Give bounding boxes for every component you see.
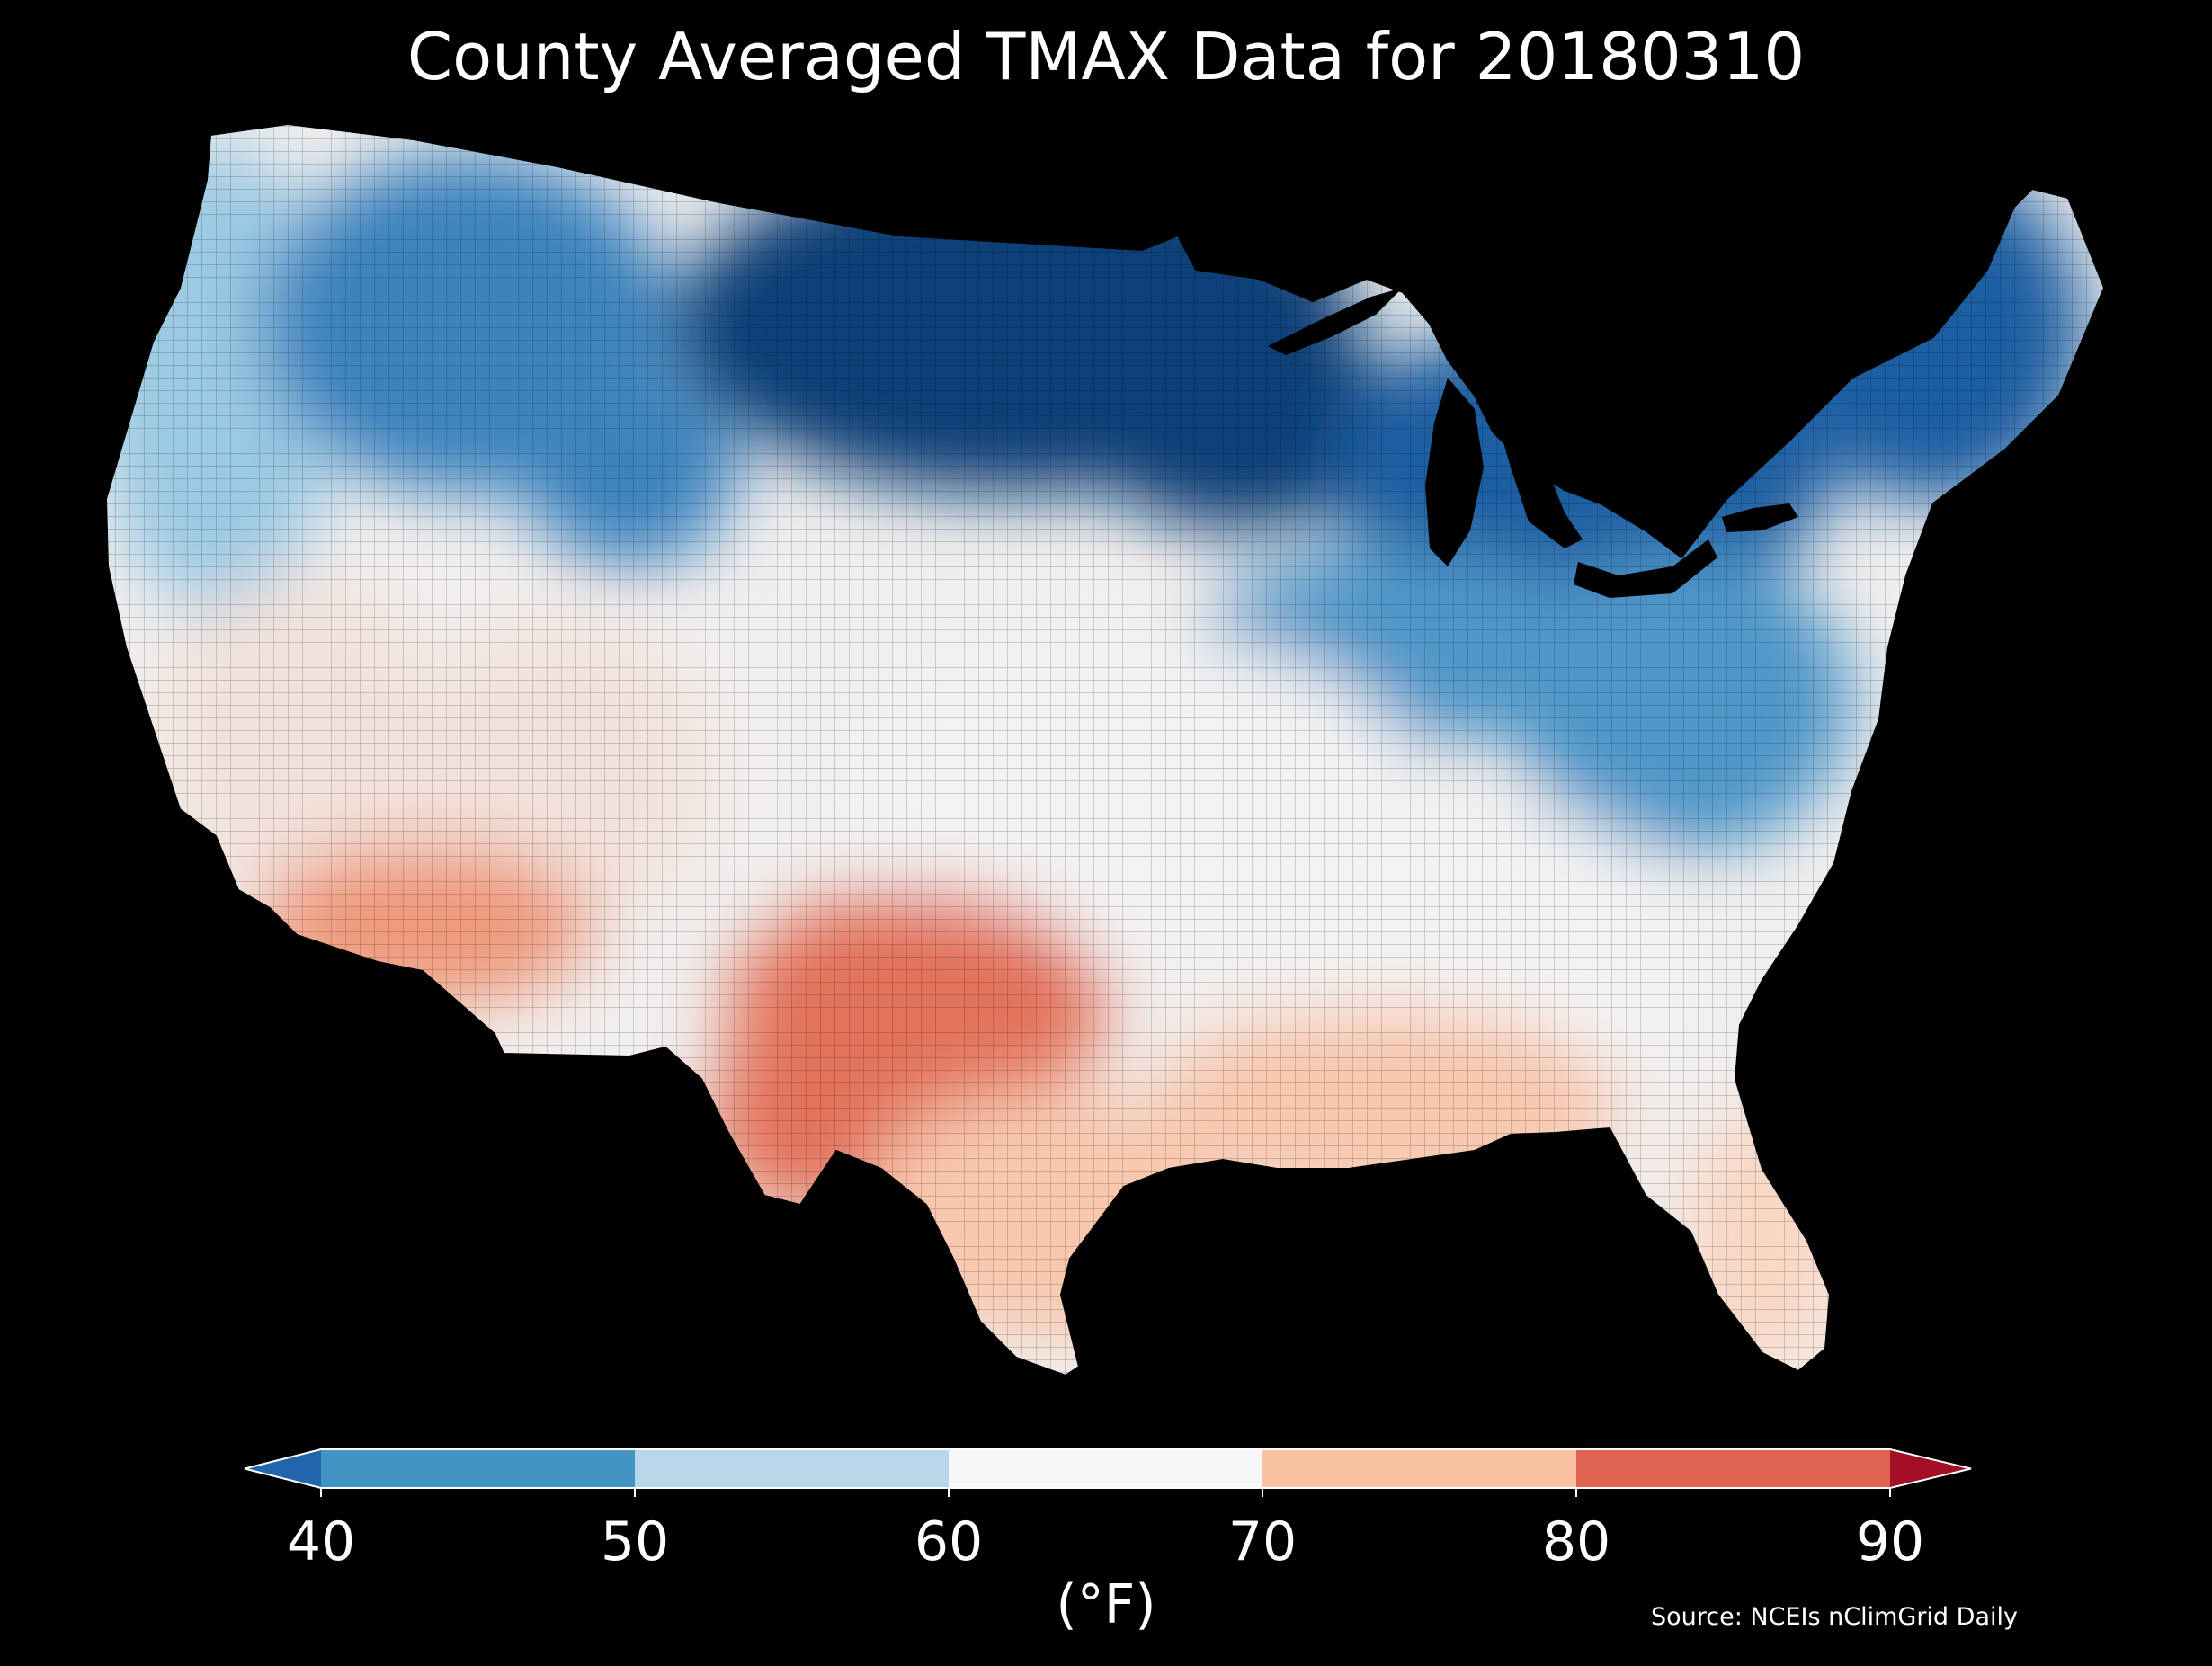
colorbar-extend-high (1890, 1449, 1971, 1488)
colorbar-bin (635, 1449, 950, 1488)
colorbar-tick-label: 60 (914, 1510, 984, 1573)
colorbar-bin (949, 1449, 1263, 1488)
colorbar-tick-label: 70 (1227, 1510, 1298, 1573)
map-title: County Averaged TMAX Data for 20180310 (406, 19, 1806, 94)
colorbar-tick-label: 40 (286, 1510, 356, 1573)
colorbar-tick-label: 80 (1541, 1510, 1611, 1573)
colorbar-tick-label: 90 (1855, 1510, 1925, 1573)
colorbar-units-label: (°F) (1056, 1573, 1156, 1636)
source-credit: Source: NCEIs nClimGrid Daily (1651, 1603, 2018, 1631)
colorbar-bin (321, 1449, 636, 1488)
colorbar-bin (1576, 1449, 1891, 1488)
colorbar-extend-low (245, 1449, 321, 1488)
colorbar (244, 1448, 1972, 1497)
great-lakes (1268, 288, 1798, 598)
us-county-map (105, 123, 2105, 1376)
colorbar-bin (1262, 1449, 1577, 1488)
colorbar-tick-label: 50 (600, 1510, 670, 1573)
